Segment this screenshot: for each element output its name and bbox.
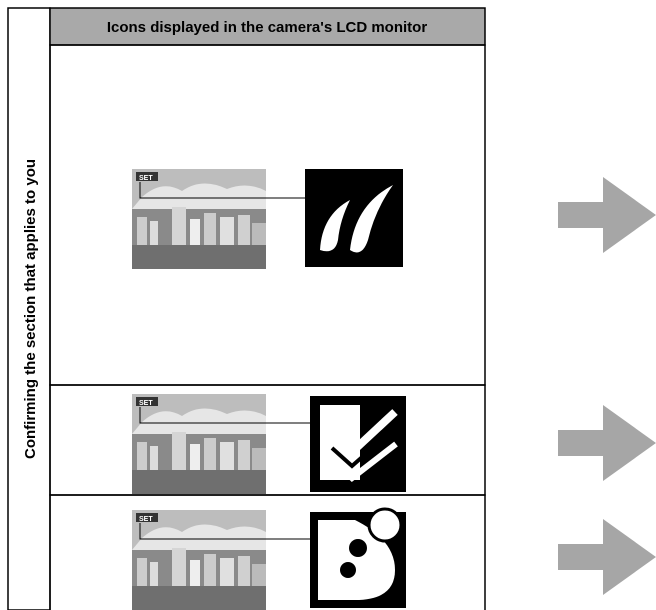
arrow [558, 519, 656, 595]
thumbnail [132, 510, 266, 610]
leader [139, 182, 305, 199]
sidebar-label: Confirming the section that applies to y… [22, 159, 39, 459]
badge: SET [139, 175, 153, 182]
row [49, 494, 486, 610]
row [49, 44, 486, 386]
icon [310, 507, 406, 608]
thumbnail [132, 169, 266, 269]
badge: SET [139, 400, 153, 407]
row [49, 384, 486, 496]
arrow [558, 177, 656, 253]
icon [310, 396, 406, 492]
leader [139, 523, 310, 540]
thumbnail [132, 394, 266, 494]
icon [305, 169, 403, 267]
header [49, 7, 486, 46]
header-title: Icons displayed in the camera's LCD moni… [107, 19, 427, 36]
arrow [558, 405, 656, 481]
badge: SET [139, 516, 153, 523]
sidebar [7, 7, 51, 610]
leader [139, 407, 310, 424]
